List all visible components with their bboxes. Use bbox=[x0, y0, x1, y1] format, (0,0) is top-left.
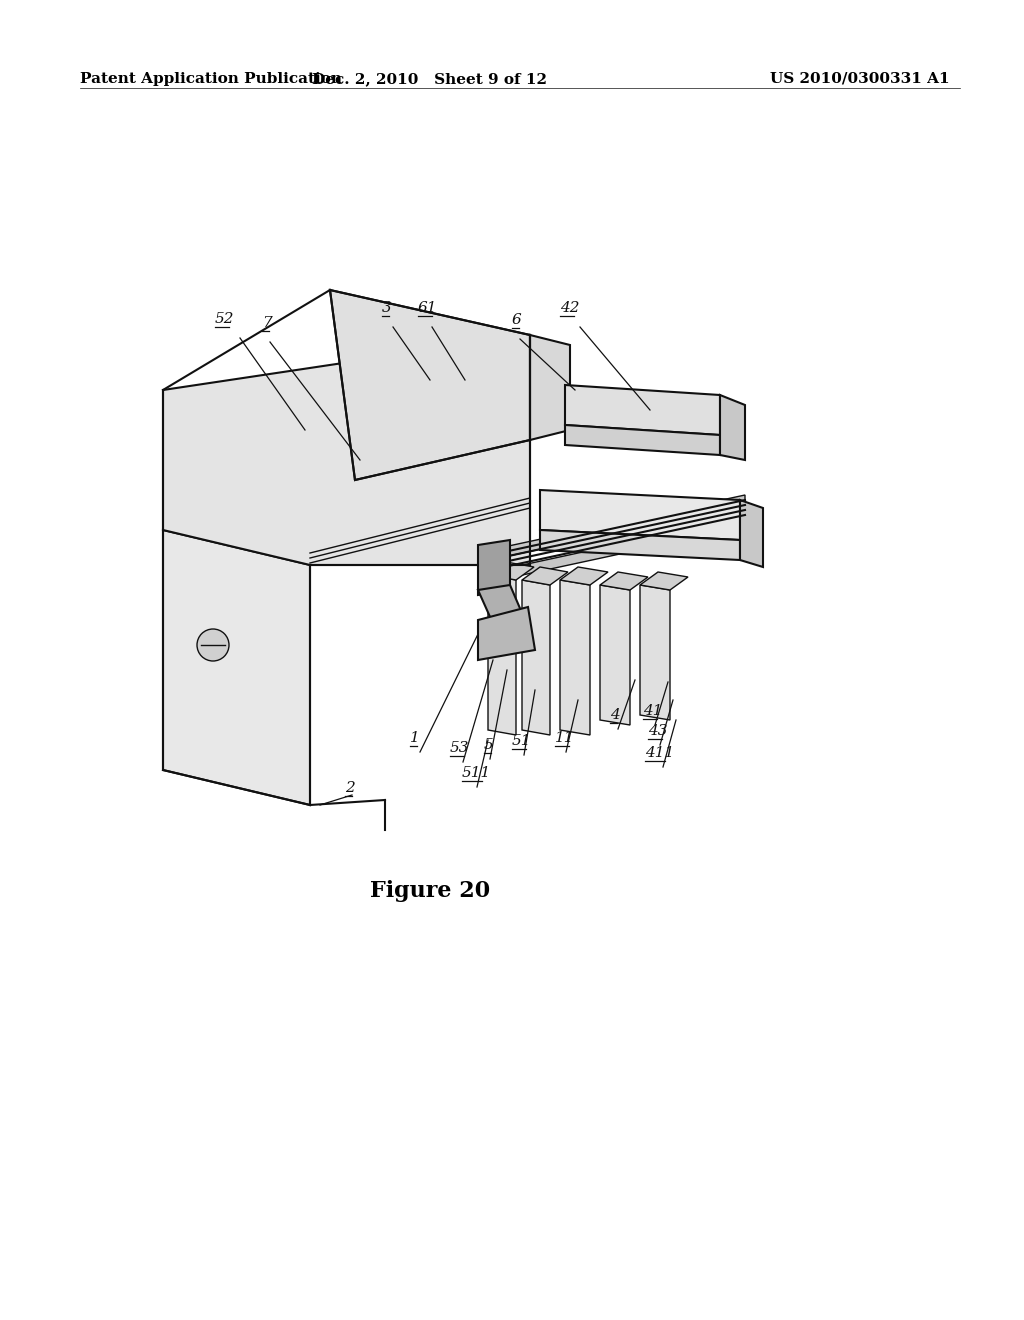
Polygon shape bbox=[522, 579, 550, 735]
Text: 4: 4 bbox=[610, 708, 620, 722]
Circle shape bbox=[197, 630, 229, 661]
Text: 43: 43 bbox=[648, 723, 668, 738]
Text: 41: 41 bbox=[643, 704, 663, 718]
Polygon shape bbox=[640, 585, 670, 719]
Text: 61: 61 bbox=[418, 301, 437, 315]
Text: 411: 411 bbox=[645, 746, 674, 760]
Polygon shape bbox=[560, 579, 590, 735]
Polygon shape bbox=[720, 395, 745, 459]
Text: 511: 511 bbox=[462, 766, 492, 780]
Polygon shape bbox=[740, 500, 763, 568]
Polygon shape bbox=[330, 290, 530, 480]
Text: Patent Application Publication: Patent Application Publication bbox=[80, 73, 342, 86]
Polygon shape bbox=[565, 425, 720, 455]
Text: 52: 52 bbox=[215, 312, 234, 326]
Polygon shape bbox=[478, 607, 535, 660]
Text: 1: 1 bbox=[410, 731, 420, 744]
Polygon shape bbox=[478, 540, 510, 595]
Polygon shape bbox=[540, 531, 740, 560]
Polygon shape bbox=[530, 335, 570, 440]
Text: 2: 2 bbox=[345, 781, 354, 795]
Polygon shape bbox=[163, 531, 310, 805]
Text: 11: 11 bbox=[555, 731, 574, 744]
Polygon shape bbox=[478, 585, 525, 628]
Text: 51: 51 bbox=[512, 734, 531, 748]
Text: Figure 20: Figure 20 bbox=[370, 880, 490, 902]
Polygon shape bbox=[488, 562, 534, 579]
Polygon shape bbox=[560, 568, 608, 585]
Text: US 2010/0300331 A1: US 2010/0300331 A1 bbox=[770, 73, 950, 86]
Text: 3: 3 bbox=[382, 301, 392, 315]
Polygon shape bbox=[490, 495, 745, 560]
Polygon shape bbox=[600, 572, 648, 590]
Text: 53: 53 bbox=[450, 741, 469, 755]
Text: 5: 5 bbox=[484, 738, 494, 752]
Polygon shape bbox=[600, 585, 630, 725]
Polygon shape bbox=[522, 568, 568, 585]
Polygon shape bbox=[540, 490, 740, 540]
Text: 6: 6 bbox=[512, 313, 522, 327]
Polygon shape bbox=[488, 576, 516, 735]
Text: 42: 42 bbox=[560, 301, 580, 315]
Polygon shape bbox=[565, 385, 720, 436]
Polygon shape bbox=[490, 517, 745, 582]
Text: Dec. 2, 2010   Sheet 9 of 12: Dec. 2, 2010 Sheet 9 of 12 bbox=[312, 73, 548, 86]
Polygon shape bbox=[163, 335, 530, 565]
Polygon shape bbox=[640, 572, 688, 590]
Text: 7: 7 bbox=[262, 315, 271, 330]
